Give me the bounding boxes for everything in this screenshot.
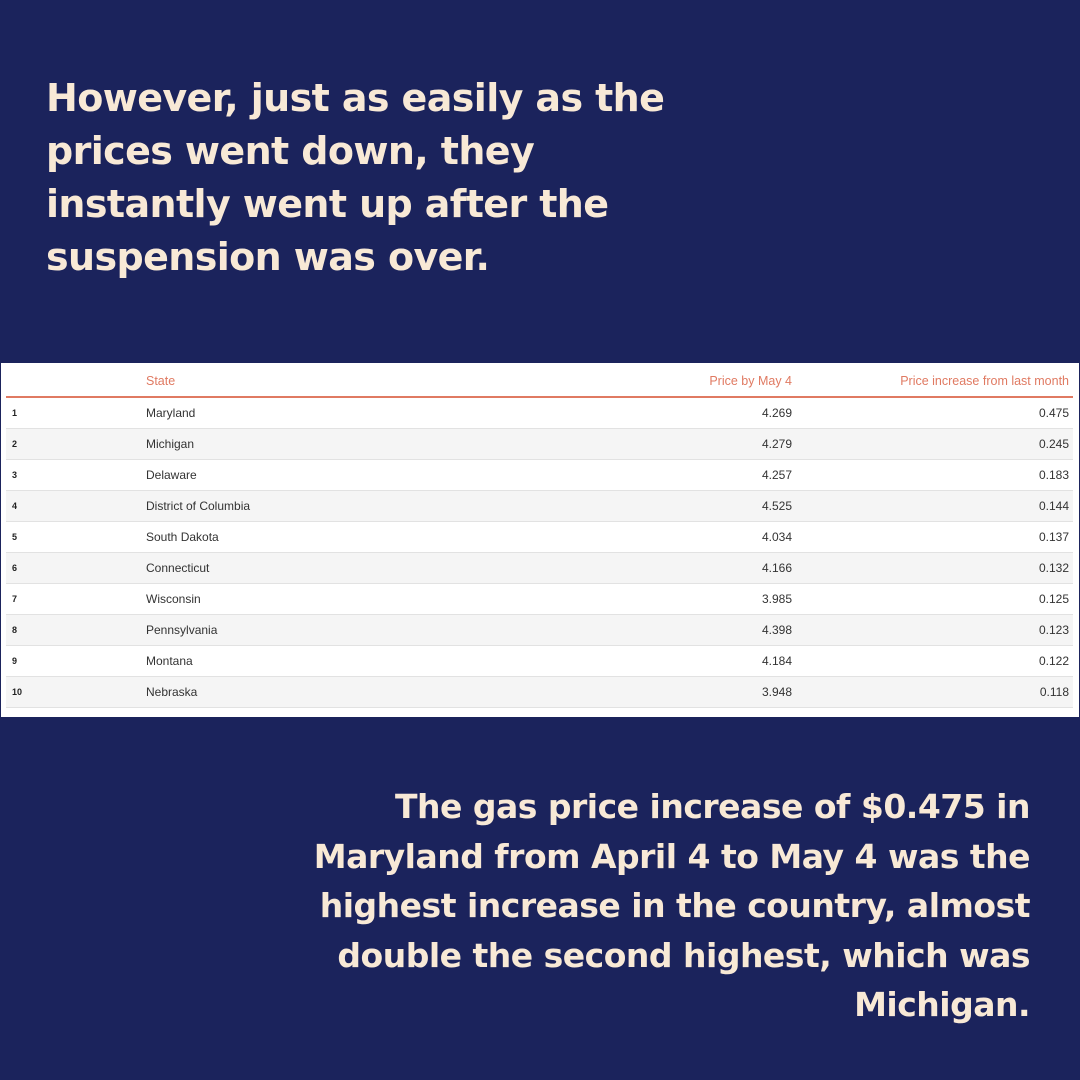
price-cell: 4.257 [566, 459, 792, 491]
rank-cell: 6 [6, 552, 146, 584]
state-cell: Michigan [146, 428, 566, 460]
increase-cell: 0.137 [792, 521, 1073, 553]
state-cell: Wisconsin [146, 583, 566, 615]
header-price-by-may-4[interactable]: Price by May 4 [566, 366, 792, 398]
state-cell: Nebraska [146, 676, 566, 708]
rank-cell: 1 [6, 397, 146, 429]
price-cell: 3.948 [566, 676, 792, 708]
price-cell: 4.525 [566, 490, 792, 522]
table-row: 9 Montana 4.184 0.122 [6, 645, 1073, 677]
table-row: 1 Maryland 4.269 0.475 [6, 397, 1073, 429]
increase-cell: 0.118 [792, 676, 1073, 708]
increase-cell: 0.144 [792, 490, 1073, 522]
table-row: 8 Pennsylvania 4.398 0.123 [6, 614, 1073, 646]
rank-cell: 9 [6, 645, 146, 677]
state-cell: Maryland [146, 397, 566, 429]
increase-cell: 0.132 [792, 552, 1073, 584]
state-cell: District of Columbia [146, 490, 566, 522]
increase-cell: 0.183 [792, 459, 1073, 491]
gas-price-table: State Price by May 4 Price increase from… [6, 366, 1073, 708]
increase-cell: 0.475 [792, 397, 1073, 429]
price-cell: 4.034 [566, 521, 792, 553]
rank-cell: 7 [6, 583, 146, 615]
state-cell: Delaware [146, 459, 566, 491]
headline: However, just as easily as the prices we… [46, 76, 665, 279]
rank-cell: 3 [6, 459, 146, 491]
price-cell: 4.166 [566, 552, 792, 584]
price-cell: 4.184 [566, 645, 792, 677]
table-row: 2 Michigan 4.279 0.245 [6, 428, 1073, 460]
rank-cell: 2 [6, 428, 146, 460]
increase-cell: 0.125 [792, 583, 1073, 615]
price-cell: 4.398 [566, 614, 792, 646]
table-row: 3 Delaware 4.257 0.183 [6, 459, 1073, 491]
header-state[interactable]: State [146, 366, 566, 398]
header-price-increase[interactable]: Price increase from last month [792, 366, 1073, 398]
increase-cell: 0.123 [792, 614, 1073, 646]
gas-price-table-card: State Price by May 4 Price increase from… [1, 363, 1079, 717]
table-header-row: State Price by May 4 Price increase from… [6, 366, 1073, 398]
table-row: 7 Wisconsin 3.985 0.125 [6, 583, 1073, 615]
header-rank[interactable] [6, 366, 146, 398]
rank-cell: 8 [6, 614, 146, 646]
state-cell: Montana [146, 645, 566, 677]
rank-cell: 5 [6, 521, 146, 553]
caption: The gas price increase of $0.475 in Mary… [313, 787, 1031, 1024]
price-cell: 3.985 [566, 583, 792, 615]
rank-cell: 4 [6, 490, 146, 522]
state-cell: South Dakota [146, 521, 566, 553]
table-row: 4 District of Columbia 4.525 0.144 [6, 490, 1073, 522]
table-row: 5 South Dakota 4.034 0.137 [6, 521, 1073, 553]
table-row: 10 Nebraska 3.948 0.118 [6, 676, 1073, 708]
increase-cell: 0.245 [792, 428, 1073, 460]
price-cell: 4.279 [566, 428, 792, 460]
table-row: 6 Connecticut 4.166 0.132 [6, 552, 1073, 584]
state-cell: Pennsylvania [146, 614, 566, 646]
state-cell: Connecticut [146, 552, 566, 584]
increase-cell: 0.122 [792, 645, 1073, 677]
rank-cell: 10 [6, 676, 146, 708]
price-cell: 4.269 [566, 397, 792, 429]
